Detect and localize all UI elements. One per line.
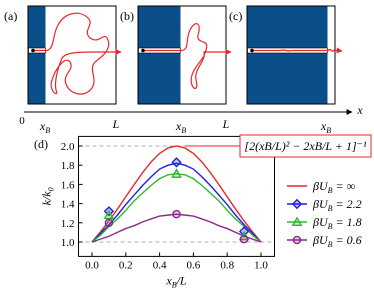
label-part: k/k xyxy=(40,191,54,206)
panel-label: (a) xyxy=(4,9,17,23)
label-part: x xyxy=(175,119,182,133)
label-part: /L xyxy=(176,273,187,287)
trajectory xyxy=(143,23,232,90)
annotation-box xyxy=(239,134,372,158)
legend-label: βUB = 1.8 xyxy=(312,215,362,231)
series-line xyxy=(91,145,262,243)
label-part: x xyxy=(320,119,327,133)
x-tick-label: 0.6 xyxy=(187,259,201,271)
marker-triangle xyxy=(171,168,182,178)
start xyxy=(141,48,145,53)
label-part: βU xyxy=(312,179,329,193)
y-tick-label: 1.8 xyxy=(61,160,75,172)
axis-label: xB xyxy=(320,119,331,135)
y-tick-label: 1.0 xyxy=(61,237,75,249)
start xyxy=(31,48,35,53)
y-tick-label: 2.0 xyxy=(61,141,75,153)
label-part: βU xyxy=(312,215,329,229)
label-part: βU xyxy=(312,197,329,211)
panel-label: (b) xyxy=(120,9,134,23)
label-part: B xyxy=(172,280,177,289)
barrier xyxy=(247,6,328,104)
marker-triangle xyxy=(291,216,303,227)
annotation: [2(xB/L)² − 2xB/L + 1]⁻¹ xyxy=(244,139,367,153)
trajectory xyxy=(252,47,343,54)
label-part: B xyxy=(328,186,333,195)
x-tick-label: 0.4 xyxy=(153,259,167,271)
label-part: = ∞ xyxy=(333,179,356,193)
panel-label: (c) xyxy=(229,9,242,23)
legend-label: βUB = 2.2 xyxy=(312,197,362,213)
axis-label: L xyxy=(112,117,120,131)
label-part: B xyxy=(181,126,186,135)
label-part: = 2.2 xyxy=(333,197,362,211)
series-line xyxy=(91,213,262,243)
legend-label: βUB = ∞ xyxy=(312,179,356,195)
y-tick-label: 1.6 xyxy=(61,179,75,191)
plot-frame xyxy=(78,135,275,257)
marker-circle xyxy=(104,218,114,228)
x-tick-label: 0.8 xyxy=(220,259,234,271)
panel-c: (c) xyxy=(229,5,343,105)
trajectory xyxy=(33,12,122,95)
label-part: B xyxy=(45,126,50,135)
axis-label: xB xyxy=(39,119,50,135)
y-tick-label: 1.2 xyxy=(61,218,75,230)
marker-triangle xyxy=(103,209,115,220)
x-tick-label: 0.2 xyxy=(119,259,133,271)
label-part: = 1.8 xyxy=(333,215,362,229)
y-axis-label: k/k0 xyxy=(40,187,56,205)
marker-circle xyxy=(292,235,302,245)
axis-label: L xyxy=(222,117,230,131)
axis-label: 0 xyxy=(19,115,25,127)
label-part: βU xyxy=(312,233,329,247)
x-tick-label: 1.0 xyxy=(254,259,268,271)
chart: 0.0 0.2 0.4 0.6 0.8 1.01.01.21.41.61.82.0xB/L… xyxy=(34,134,372,289)
x-tick-label: 0.0 xyxy=(85,259,99,271)
label-part: B xyxy=(328,222,333,231)
marker-circle xyxy=(239,234,249,244)
marker-circle xyxy=(172,209,181,219)
series-line xyxy=(91,162,262,243)
marker-diamond xyxy=(171,157,182,168)
panel-b: (b) xyxy=(120,5,232,105)
position-axis: 0 xB L xB L xB x xyxy=(19,103,363,135)
label-part: B xyxy=(328,240,333,249)
panel-a: (a) xyxy=(4,5,122,105)
barrier xyxy=(28,6,46,104)
marker-diamond xyxy=(291,198,303,210)
label-part: x xyxy=(39,119,46,133)
label-part: B xyxy=(328,204,333,213)
x-axis-label: xB/L xyxy=(165,273,187,289)
label-part: B xyxy=(326,126,331,135)
start xyxy=(250,48,254,53)
series-line xyxy=(91,173,262,243)
label-part: = 0.6 xyxy=(333,233,362,247)
legend-label: βUB = 0.6 xyxy=(312,233,362,249)
axis-label: x xyxy=(356,103,363,117)
axis-label: xB xyxy=(175,119,186,135)
y-tick-label: 1.4 xyxy=(61,199,75,211)
label-part: 0 xyxy=(47,187,56,191)
panel-label: (d) xyxy=(34,137,48,151)
barrier xyxy=(138,6,181,104)
label-part: x xyxy=(165,273,172,287)
